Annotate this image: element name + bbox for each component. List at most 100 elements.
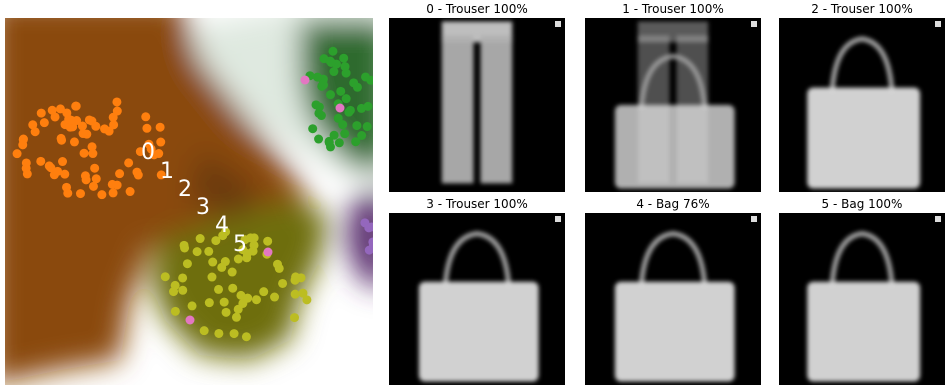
point: [91, 122, 100, 131]
point: [232, 313, 241, 322]
point: [336, 104, 345, 113]
panel-image: [585, 213, 761, 385]
bag-body: [615, 105, 735, 189]
point: [228, 284, 237, 293]
point: [214, 329, 223, 338]
point: [208, 258, 217, 267]
point: [290, 313, 299, 322]
point: [349, 78, 358, 87]
point: [344, 108, 353, 117]
point: [46, 163, 55, 172]
point: [252, 295, 261, 304]
bag-body: [807, 282, 920, 382]
point: [58, 157, 67, 166]
point: [298, 289, 307, 298]
panel-image: [585, 18, 761, 192]
point: [37, 109, 46, 118]
point: [340, 129, 349, 138]
point: [48, 106, 57, 115]
path-label: 0: [141, 140, 155, 165]
point: [334, 114, 343, 123]
point: [113, 107, 122, 116]
point: [156, 123, 165, 132]
point: [317, 111, 326, 120]
point: [193, 247, 202, 256]
panel-title: 3 - Trouser 100%: [426, 197, 527, 211]
point: [141, 112, 150, 121]
point: [115, 169, 124, 178]
bag-body: [615, 282, 735, 382]
point: [124, 158, 133, 167]
point: [161, 272, 170, 281]
point: [308, 124, 317, 133]
point: [242, 332, 251, 341]
point: [301, 76, 310, 85]
path-label: 4: [215, 213, 229, 238]
point: [204, 247, 213, 256]
point: [246, 233, 255, 242]
point: [113, 181, 122, 190]
point: [263, 237, 272, 246]
point: [207, 273, 216, 282]
panel-image: [389, 213, 565, 385]
point: [13, 149, 22, 158]
pixel: [555, 21, 561, 27]
embedding-plot: 012345: [0, 0, 390, 385]
panel-image: [389, 18, 565, 192]
point: [23, 169, 32, 178]
point: [196, 234, 205, 243]
point: [275, 264, 284, 273]
point: [81, 171, 90, 180]
point: [142, 124, 151, 133]
path-label: 2: [178, 177, 192, 202]
point: [291, 276, 300, 285]
point: [351, 137, 360, 146]
point: [326, 90, 335, 99]
point: [169, 287, 178, 296]
point: [57, 136, 66, 145]
point: [339, 54, 348, 63]
point: [228, 268, 237, 277]
pixel: [555, 216, 561, 222]
point: [60, 170, 69, 179]
point: [325, 137, 334, 146]
point: [270, 293, 279, 302]
point: [222, 308, 231, 317]
point: [234, 305, 243, 314]
path-label: 3: [196, 195, 210, 220]
point: [352, 121, 361, 130]
point: [88, 149, 97, 158]
point: [259, 287, 268, 296]
point: [72, 102, 81, 111]
point: [243, 294, 252, 303]
point: [291, 290, 300, 299]
point: [367, 222, 376, 231]
point: [363, 102, 372, 111]
point: [186, 316, 195, 325]
point: [361, 72, 370, 81]
point: [112, 97, 121, 106]
point: [67, 116, 76, 125]
point: [79, 129, 88, 138]
point: [180, 241, 189, 250]
point: [220, 298, 229, 307]
point: [200, 326, 209, 335]
image-background: [389, 18, 565, 192]
figure: 012345 0 - Trouser 100%1 - Trouser 100%2…: [0, 0, 950, 385]
panel-title: 1 - Trouser 100%: [622, 2, 723, 16]
point: [76, 189, 85, 198]
point: [171, 307, 180, 316]
sample-panels: 0 - Trouser 100%1 - Trouser 100%2 - Trou…: [389, 2, 945, 385]
point: [178, 273, 187, 282]
point: [278, 279, 287, 288]
pixel: [935, 21, 941, 27]
point: [205, 298, 214, 307]
path-label: 1: [160, 159, 174, 184]
point: [109, 188, 118, 197]
point: [328, 47, 337, 56]
point: [85, 115, 94, 124]
point: [97, 190, 106, 199]
point: [18, 140, 27, 149]
point: [178, 286, 187, 295]
point: [90, 164, 99, 173]
